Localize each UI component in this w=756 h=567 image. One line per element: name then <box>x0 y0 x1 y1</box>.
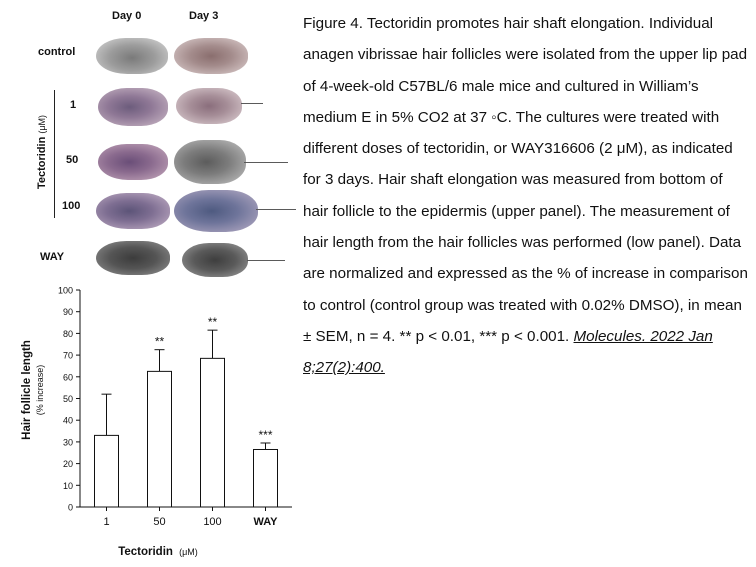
bar <box>253 448 278 508</box>
x-axis-label: Tectoridin (μM) <box>118 546 198 558</box>
follicle-image-100-day0 <box>96 193 170 229</box>
y-tick-label: 40 <box>63 416 73 426</box>
caption-text: Figure 4. Tectoridin promotes hair shaft… <box>303 15 748 345</box>
column-label-day3: Day 3 <box>189 10 219 22</box>
hair-shaft-1-day3 <box>241 103 263 104</box>
group-bracket-line <box>54 90 55 218</box>
y-axis-sublabel: (% increase) <box>35 365 45 416</box>
follicle-image-50-day3 <box>174 140 246 184</box>
column-label-day0: Day 0 <box>112 10 142 22</box>
caption-citation: Molecules. 2022 Jan 8;27(2):400. <box>303 327 713 377</box>
bar <box>147 370 172 508</box>
y-axis-label: Hair follicle length <box>21 340 33 440</box>
y-tick-label: 0 <box>68 503 73 513</box>
x-axis-label-unit: (μM) <box>179 547 198 557</box>
y-tick-label: 90 <box>63 307 73 317</box>
follicle-image-1-day3 <box>176 88 242 124</box>
follicle-image-100-day3 <box>174 190 258 232</box>
y-tick-label: 100 <box>58 286 73 296</box>
follicle-image-control-day0 <box>96 38 168 74</box>
follicle-image-1-day0 <box>98 88 168 126</box>
follicle-image-50-day0 <box>98 144 168 180</box>
x-tick-label: 50 <box>153 516 165 528</box>
row-label-100: 100 <box>62 200 81 212</box>
follicle-image-way-day0 <box>96 241 170 275</box>
hair-shaft-50-day3 <box>244 162 288 163</box>
figure-caption: Figure 4. Tectoridin promotes hair shaft… <box>303 8 751 384</box>
x-axis-label-text: Tectoridin <box>118 546 173 558</box>
hair-shaft-way-day3 <box>247 260 285 261</box>
y-tick-label: 10 <box>63 481 73 491</box>
x-tick-label: 100 <box>203 516 221 528</box>
x-tick-label: 1 <box>103 516 109 528</box>
y-tick-label: 70 <box>63 351 73 361</box>
y-tick-label: 30 <box>63 437 73 447</box>
row-label-1: 1 <box>70 99 77 111</box>
follicle-image-control-day3 <box>174 38 248 74</box>
significance-marker: ** <box>155 335 165 349</box>
x-tick-label: WAY <box>253 516 278 528</box>
significance-marker: ** <box>208 315 218 329</box>
follicle-image-way-day3 <box>182 243 248 277</box>
bar <box>94 434 119 508</box>
y-tick-label: 80 <box>63 329 73 339</box>
row-label-way: WAY <box>40 251 65 263</box>
row-label-50: 50 <box>66 154 79 166</box>
y-tick-label: 60 <box>63 372 73 382</box>
chart-axes: 0 10 20 30 40 50 60 70 80 90 100 1 50 100 WAY <box>58 286 292 528</box>
hair-shaft-100-day3 <box>256 209 296 210</box>
chart-bars: ******* <box>94 315 278 508</box>
significance-marker: *** <box>258 428 272 442</box>
y-tick-label: 50 <box>63 394 73 404</box>
row-label-control: control <box>38 46 76 58</box>
bar <box>200 357 225 508</box>
y-tick-label: 20 <box>63 459 73 469</box>
group-label: Tectoridin (μM) <box>36 114 48 190</box>
